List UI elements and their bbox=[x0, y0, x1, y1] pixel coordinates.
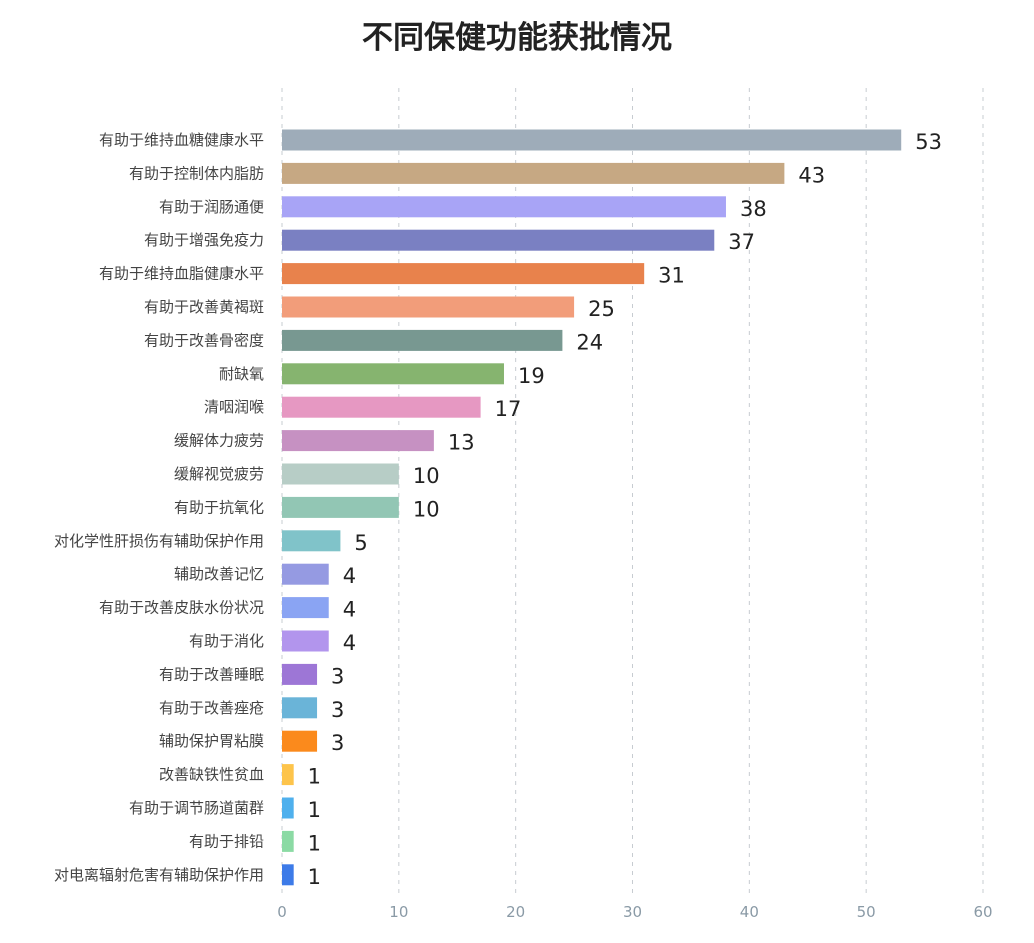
bar bbox=[282, 563, 329, 585]
bar bbox=[282, 597, 329, 619]
bar bbox=[282, 396, 481, 418]
bar bbox=[282, 162, 785, 184]
category-label: 缓解视觉疲劳 bbox=[174, 465, 264, 483]
x-tick-label: 40 bbox=[740, 903, 759, 921]
value-label: 19 bbox=[518, 364, 545, 388]
category-label: 耐缺氧 bbox=[219, 365, 264, 383]
category-label: 有助于维持血脂健康水平 bbox=[99, 265, 264, 283]
category-label: 对化学性肝损伤有辅助保护作用 bbox=[54, 532, 264, 550]
bar bbox=[282, 730, 318, 752]
value-label: 3 bbox=[331, 731, 344, 755]
bar bbox=[282, 496, 399, 518]
value-label: 3 bbox=[331, 698, 344, 722]
category-label: 辅助改善记忆 bbox=[174, 565, 264, 583]
value-label: 25 bbox=[588, 297, 615, 321]
category-label: 有助于改善骨密度 bbox=[144, 331, 264, 349]
category-label: 有助于润肠通便 bbox=[159, 198, 264, 216]
bar bbox=[282, 463, 399, 485]
bar bbox=[282, 530, 341, 552]
category-label: 改善缺铁性贫血 bbox=[159, 766, 264, 784]
category-label: 有助于消化 bbox=[189, 632, 264, 650]
bar-layer bbox=[282, 129, 902, 886]
x-tick-label: 60 bbox=[973, 903, 992, 921]
bar bbox=[282, 196, 726, 218]
bar bbox=[282, 129, 902, 151]
bar bbox=[282, 864, 294, 886]
category-label: 有助于增强免疫力 bbox=[144, 231, 264, 249]
x-tick-label: 30 bbox=[623, 903, 642, 921]
value-label: 38 bbox=[740, 197, 767, 221]
category-label: 辅助保护胃粘膜 bbox=[159, 732, 264, 750]
value-label: 53 bbox=[915, 130, 942, 154]
bar bbox=[282, 430, 434, 452]
category-label: 有助于维持血糖健康水平 bbox=[99, 131, 264, 149]
value-label: 43 bbox=[798, 163, 825, 187]
value-label: 4 bbox=[343, 564, 356, 588]
value-label: 10 bbox=[413, 464, 440, 488]
bar bbox=[282, 263, 645, 285]
bar bbox=[282, 764, 294, 786]
category-label: 有助于改善黄褐斑 bbox=[144, 298, 264, 316]
value-label: 17 bbox=[495, 397, 522, 421]
bar bbox=[282, 830, 294, 852]
value-label: 37 bbox=[728, 230, 755, 254]
value-label: 4 bbox=[343, 598, 356, 622]
category-label: 有助于抗氧化 bbox=[174, 498, 264, 516]
value-label: 13 bbox=[448, 431, 475, 455]
x-tick-label: 20 bbox=[506, 903, 525, 921]
category-label: 缓解体力疲劳 bbox=[174, 432, 264, 450]
value-label: 1 bbox=[308, 831, 321, 855]
value-label: 10 bbox=[413, 497, 440, 521]
x-tick-label: 0 bbox=[277, 903, 287, 921]
category-label: 有助于调节肠道菌群 bbox=[129, 799, 264, 817]
category-label: 有助于排铅 bbox=[189, 832, 264, 850]
category-label: 有助于改善皮肤水份状况 bbox=[99, 599, 264, 617]
bar bbox=[282, 329, 563, 351]
category-label: 对电离辐射危害有辅助保护作用 bbox=[54, 866, 264, 884]
value-label: 4 bbox=[343, 631, 356, 655]
x-tick-label: 10 bbox=[389, 903, 408, 921]
bar bbox=[282, 229, 715, 251]
value-label: 5 bbox=[354, 531, 367, 555]
bar bbox=[282, 663, 318, 685]
value-label: 24 bbox=[576, 330, 603, 354]
value-label: 31 bbox=[658, 264, 685, 288]
tick-layer: 0 10 20 30 40 50 60 bbox=[277, 903, 992, 921]
value-label: 1 bbox=[308, 798, 321, 822]
category-label: 有助于控制体内脂肪 bbox=[129, 164, 264, 182]
chart-title: 不同保健功能获批情况 bbox=[362, 20, 672, 56]
bar bbox=[282, 363, 504, 385]
value-label: 1 bbox=[308, 765, 321, 789]
category-label: 清咽润喉 bbox=[204, 398, 264, 416]
bar bbox=[282, 296, 575, 318]
bar bbox=[282, 630, 329, 652]
bar bbox=[282, 797, 294, 819]
value-label: 3 bbox=[331, 664, 344, 688]
category-label: 有助于改善痤疮 bbox=[159, 699, 264, 717]
value-label: 1 bbox=[308, 865, 321, 889]
category-label: 有助于改善睡眠 bbox=[159, 665, 264, 683]
bar bbox=[282, 697, 318, 719]
x-tick-label: 50 bbox=[857, 903, 876, 921]
